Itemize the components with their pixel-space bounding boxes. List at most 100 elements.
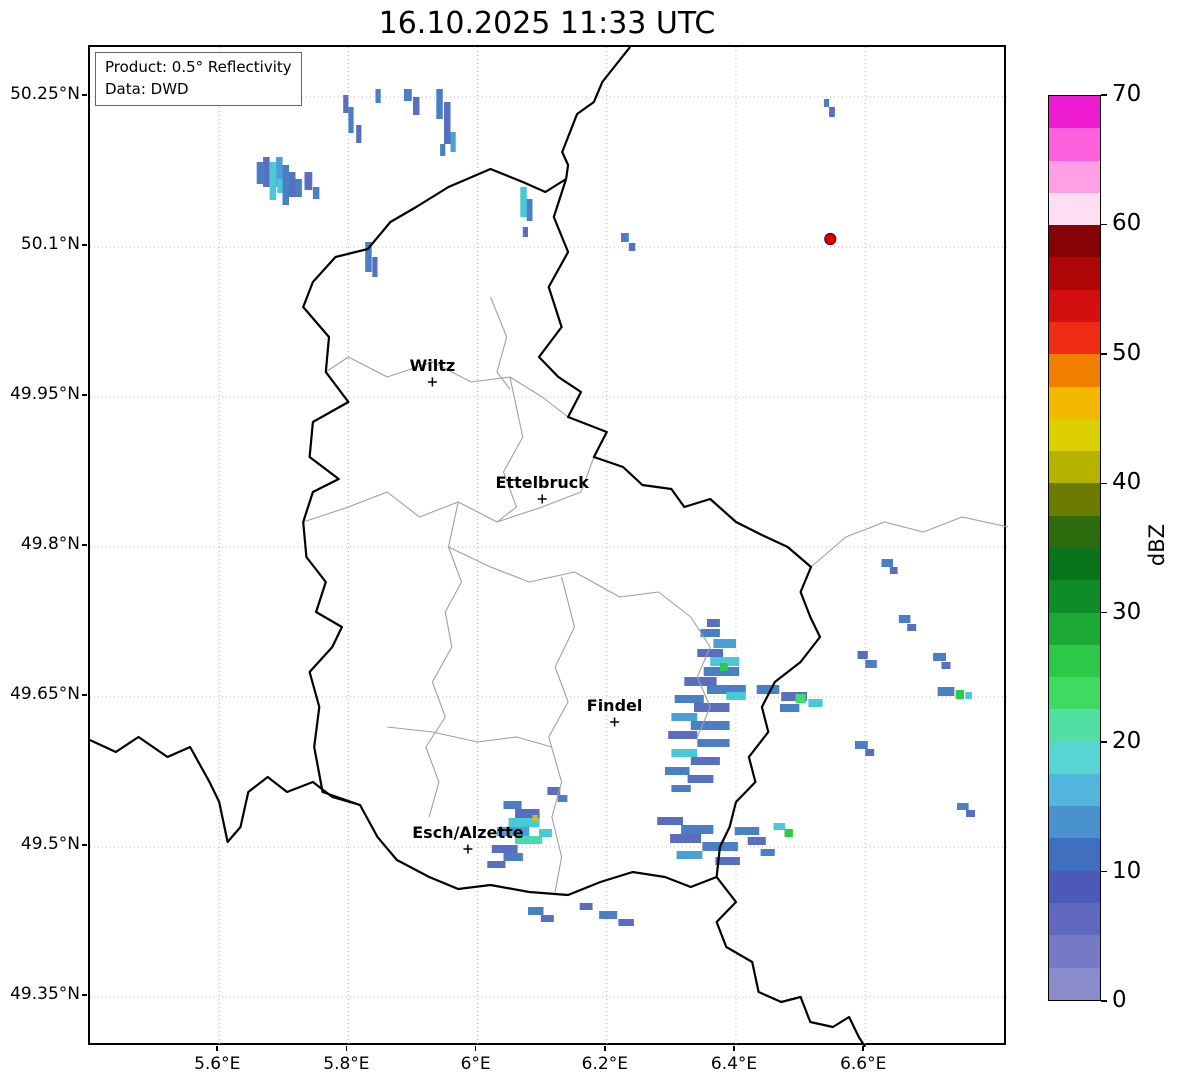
colorbar-tick-mark [1101,1000,1107,1002]
radar-echo [440,144,446,156]
radar-echo [444,102,451,144]
colorbar-unit-label: dBZ [1145,523,1169,567]
radar-echo [690,721,730,730]
colorbar-tick-label: 50 [1112,339,1142,366]
radar-echo [618,919,634,926]
product-label: Product: 0.5° Reflectivity [105,58,292,76]
y-tick-mark [82,994,87,996]
colorbar-band [1049,903,1100,936]
radar-echo [520,187,527,217]
y-tick-label: 49.65°N [10,684,80,704]
national-border [90,735,361,844]
city-label: Findel [586,696,643,715]
x-tick-mark [345,1046,348,1051]
colorbar-band [1049,547,1100,581]
colorbar-tick-label: 0 [1112,987,1127,1013]
radar-echo [365,242,372,272]
colorbar-band [1049,354,1100,387]
radar-echo [898,615,911,623]
colorbar-band [1049,96,1100,129]
radar-echo [579,903,593,910]
radar-echo [710,657,740,666]
radar-echo [282,165,289,205]
radar-echo [312,187,320,199]
radar-echo [621,233,629,242]
map-plot-area: Product: 0.5° Reflectivity Data: DWD Wil… [88,45,1008,1047]
radar-echo [436,89,443,119]
colorbar-band [1049,128,1100,161]
colorbar-band [1049,418,1100,452]
radar-echo [515,809,540,818]
radar-echo [694,703,730,712]
colorbar-tick-label: 10 [1112,857,1142,884]
radar-echo [715,857,740,865]
radar-echo [657,817,683,825]
radar-echo [599,911,618,919]
x-tick-label: 5.8°E [323,1054,370,1074]
radar-echo [957,803,969,810]
district-border [387,726,553,748]
colorbar-tick-mark [1101,94,1107,96]
radar-echo [941,662,951,669]
x-tick-label: 6.6°E [840,1054,887,1074]
radar-echo [671,713,698,721]
radar-echo [497,827,530,836]
colorbar-band [1049,451,1100,484]
radar-echo [907,624,917,631]
colorbar-band [1049,289,1100,322]
colorbar-band [1049,709,1100,742]
radar-echo [522,227,528,237]
radar-echo [532,815,538,821]
radar-echo [865,660,877,668]
colorbar-tick-mark [1101,482,1107,485]
radar-echo [713,639,736,648]
radar-echo [881,559,893,567]
radar-echo [557,795,568,802]
colorbar-band [1049,257,1100,290]
radar-echo [540,915,554,922]
radar-echo [539,829,552,837]
city-marker [427,377,437,387]
radar-echo [503,801,522,809]
radar-echo [795,694,806,703]
radar-echo [889,567,898,574]
radar-echo [697,739,730,747]
colorbar-tick-mark [1101,611,1107,614]
x-tick-label: 6.4°E [710,1054,758,1074]
radar-echo [719,663,728,671]
radar-echo [526,199,533,221]
radar-echo [937,687,955,696]
colorbar-band [1049,321,1100,355]
radar-echo [707,619,720,627]
y-tick-label: 49.95°N [10,384,80,404]
colorbar-tick-mark [1101,870,1107,873]
radar-echo [276,157,283,187]
colorbar-band [1049,870,1100,904]
colorbar-band [1049,483,1100,516]
x-tick-label: 6°E [460,1054,491,1074]
x-tick-mark [604,1046,606,1051]
radar-echo [503,853,523,861]
radar-echo [780,704,800,712]
radar-echo [676,851,703,859]
radar-echo [671,785,691,792]
radar-echo [515,836,543,844]
colorbar [1048,95,1101,1001]
x-tick-label: 5.6°E [194,1054,241,1074]
colorbar-band [1049,192,1100,226]
x-tick-mark [216,1046,218,1051]
radar-echo [965,692,972,699]
radar-echo [671,749,698,757]
district-border [325,356,569,418]
y-tick-mark [82,94,87,96]
radar-echo [690,757,720,765]
radar-echo [277,179,283,193]
radar-echo [760,849,775,856]
x-tick-mark [474,1046,477,1051]
x-tick-mark [733,1046,735,1051]
colorbar-band [1049,677,1100,710]
city-label: Wiltz [409,356,456,375]
radar-echo [829,107,835,117]
national-border [561,47,631,180]
radar-echo [687,775,714,783]
